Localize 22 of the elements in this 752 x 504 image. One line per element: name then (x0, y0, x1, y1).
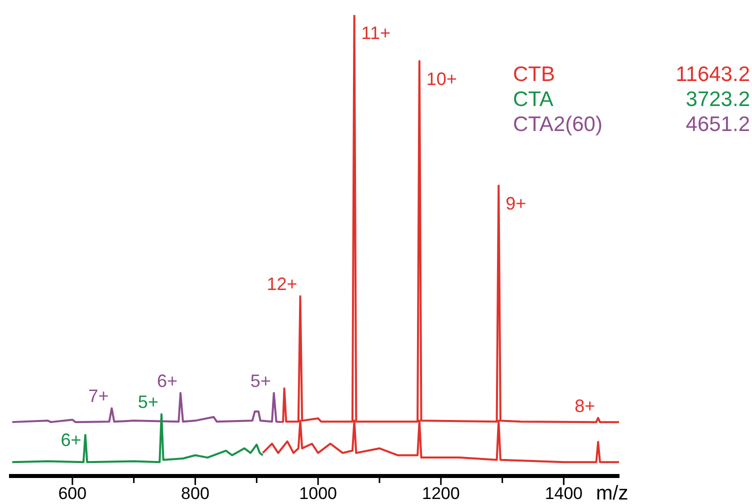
annotation: 12+ (266, 274, 298, 294)
annotation: 8+ (574, 396, 596, 416)
x-tick-label: 1000 (299, 484, 337, 504)
x-tick-label: 1400 (544, 484, 583, 504)
text: 3723.2 (686, 88, 750, 111)
x-tick-label: 600 (58, 484, 87, 504)
x-tick-label: 1200 (422, 484, 460, 504)
text: CTB (513, 62, 555, 86)
annotation: 7+ (88, 386, 109, 406)
text: 11643.2 (676, 62, 750, 86)
text: CTA2(60) (513, 112, 602, 136)
annotation: 10+ (426, 69, 457, 90)
text: CTA (513, 88, 554, 111)
annotation: 9+ (506, 194, 526, 214)
annotation: 5+ (250, 370, 271, 391)
annotation: 6+ (156, 370, 178, 391)
annotation: 11+ (361, 22, 391, 43)
annotation: 6+ (60, 430, 82, 450)
x-tick-label: 800 (181, 484, 210, 504)
annotation: 5+ (138, 392, 158, 412)
x-axis-title: m/z (596, 482, 628, 504)
text: 4651.2 (686, 112, 750, 136)
